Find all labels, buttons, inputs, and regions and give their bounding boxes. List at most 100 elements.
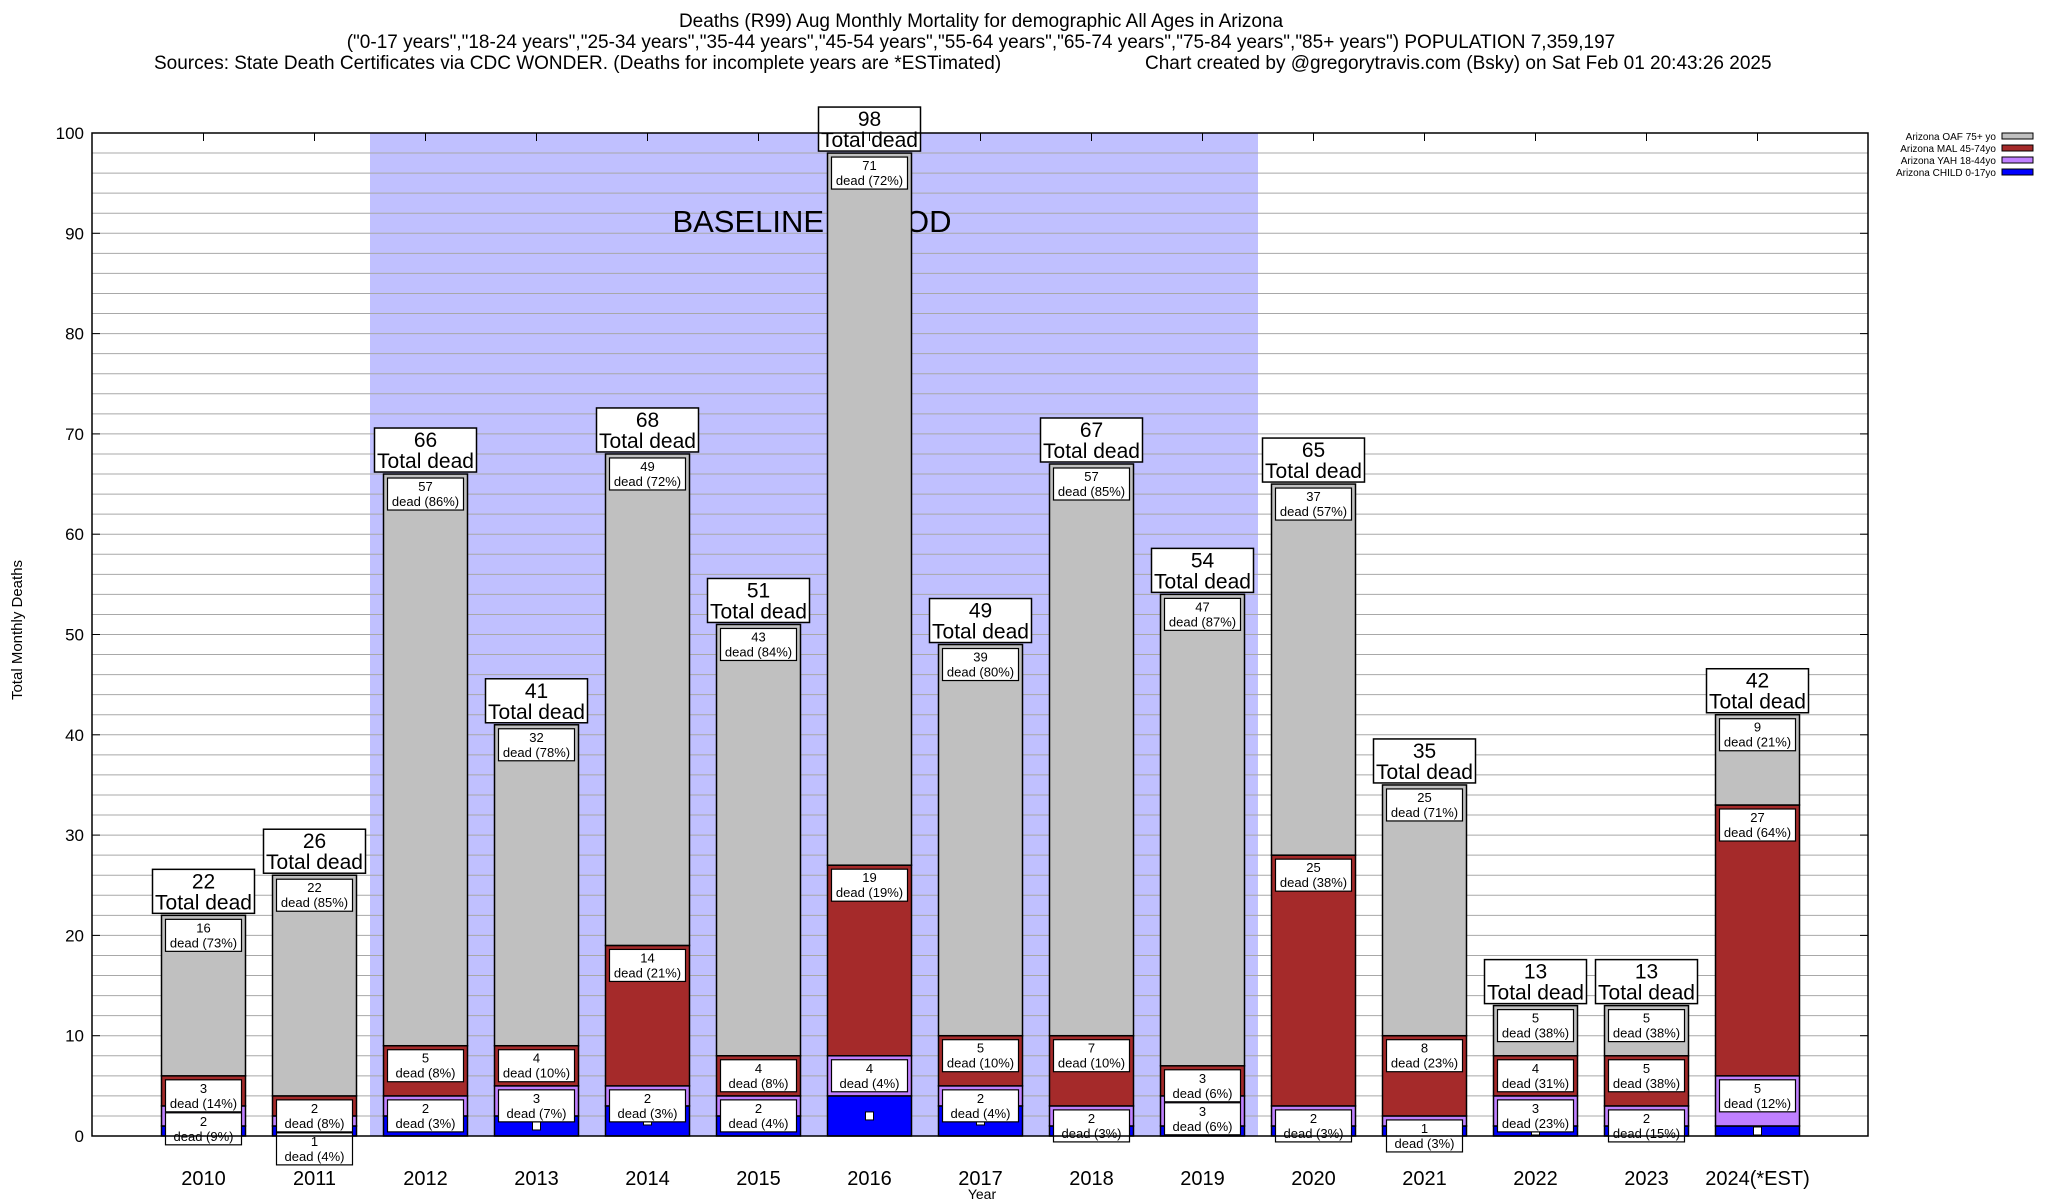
total-label-box	[817, 106, 922, 152]
segment-value-label: 1	[311, 1134, 318, 1149]
total-value-label: 51	[747, 579, 770, 602]
segment-pct-label: dead (3%)	[396, 1116, 456, 1131]
total-dead-label: Total dead	[488, 701, 585, 724]
segment-value-label: 2	[200, 1114, 207, 1129]
segment-label-box	[1718, 808, 1797, 842]
x-tick-label: 2010	[181, 1168, 226, 1190]
segment-label-box	[1385, 1039, 1464, 1073]
total-label-box	[928, 597, 1033, 644]
segment-label-box	[1163, 1102, 1242, 1136]
segment-value-label: 5	[1754, 1081, 1761, 1096]
total-label-box	[1372, 738, 1477, 784]
total-dead-label: Total dead	[1598, 982, 1695, 1005]
segment-label-box	[1607, 1059, 1686, 1093]
segment-pct-label: dead (15%)	[1613, 1126, 1680, 1141]
bar-segment-arizona-oaf-75-yo	[382, 473, 469, 1047]
bar-segment-arizona-oaf-75-yo	[715, 623, 802, 1057]
total-value-label: 42	[1746, 670, 1769, 693]
segment-value-label: 43	[751, 629, 765, 644]
x-tick-label: 2014	[625, 1168, 670, 1190]
legend-swatch	[2001, 144, 2034, 152]
segment-label-box	[386, 477, 465, 511]
segment-label-box	[275, 1099, 354, 1133]
legend-label: Arizona YAH 18-44yo	[1901, 156, 1997, 167]
segment-pct-label: dead (85%)	[1058, 484, 1125, 499]
segment-pct-label: dead (78%)	[503, 745, 570, 760]
y-tick-label: 30	[65, 826, 84, 845]
total-value-label: 54	[1191, 549, 1215, 572]
segment-label-box	[719, 627, 798, 662]
segment-value-label: 2	[1310, 1111, 1317, 1126]
total-dead-label: Total dead	[1154, 570, 1251, 593]
total-value-label: 35	[1413, 740, 1436, 763]
segment-pct-label: dead (38%)	[1613, 1076, 1680, 1091]
segment-pct-label: dead (80%)	[947, 665, 1014, 680]
segment-label-box	[1718, 718, 1797, 752]
segment-value-label: 71	[862, 158, 876, 173]
segment-label-box	[1385, 788, 1464, 822]
bar-segment-arizona-oaf-75-yo	[1270, 483, 1357, 856]
segment-pct-label: dead (21%)	[614, 965, 681, 980]
segment-value-label: 25	[1417, 790, 1431, 805]
segment-value-label: 2	[422, 1101, 429, 1116]
total-value-label: 26	[303, 830, 326, 853]
bar-segment-arizona-mal-45-74yo	[1714, 804, 1801, 1077]
segment-label-box	[608, 948, 687, 983]
x-tick-label: 2011	[293, 1168, 336, 1190]
segment-pct-label: dead (23%)	[1391, 1056, 1458, 1071]
x-tick-label: 2018	[1069, 1168, 1114, 1190]
segment-label-box	[941, 1039, 1020, 1073]
segment-label-box	[941, 1089, 1020, 1123]
segment-value-label: 4	[1532, 1061, 1539, 1076]
total-label-box	[151, 868, 256, 915]
segment-value-label: 4	[755, 1061, 762, 1076]
legend-swatch	[2001, 156, 2034, 164]
segment-value-label: 37	[1306, 489, 1320, 504]
x-tick-label: 2012	[403, 1168, 448, 1190]
segment-label-box	[830, 156, 909, 190]
segment-value-label: 3	[1532, 1101, 1539, 1116]
bar-segment-arizona-oaf-75-yo	[1048, 463, 1135, 1037]
x-tick-label: 2024(*EST)	[1705, 1168, 1810, 1190]
segment-pct-label: dead (10%)	[947, 1056, 1014, 1071]
child-label-box	[1753, 1126, 1762, 1136]
y-tick-label: 80	[65, 325, 84, 344]
total-dead-label: Total dead	[599, 430, 696, 453]
segment-label-box	[719, 1059, 798, 1093]
segment-pct-label: dead (57%)	[1280, 504, 1347, 519]
total-value-label: 41	[525, 680, 548, 703]
segment-value-label: 2	[644, 1091, 651, 1106]
segment-label-box	[1496, 1099, 1575, 1133]
chart-sources: Sources: State Death Certificates via CD…	[154, 53, 1002, 74]
segment-value-label: 2	[755, 1101, 762, 1116]
segment-value-label: 2	[977, 1091, 984, 1106]
segment-value-label: 7	[1088, 1041, 1095, 1056]
segment-value-label: 4	[533, 1051, 540, 1066]
segment-pct-label: dead (10%)	[503, 1066, 570, 1081]
bar-segment-arizona-mal-45-74yo	[1270, 854, 1357, 1107]
segment-label-box	[164, 918, 243, 952]
y-tick-label: 70	[65, 425, 84, 444]
total-label-box	[1594, 958, 1699, 1005]
segment-label-box	[1163, 1069, 1242, 1103]
total-value-label: 66	[414, 429, 437, 452]
total-dead-label: Total dead	[710, 600, 807, 623]
total-value-label: 68	[636, 409, 659, 432]
x-tick-label: 2015	[736, 1168, 781, 1190]
legend-swatch	[2001, 168, 2034, 176]
total-dead-label: Total dead	[1376, 761, 1473, 784]
segment-label-box	[1607, 1009, 1686, 1043]
y-tick-label: 20	[65, 926, 84, 945]
segment-value-label: 57	[1084, 469, 1098, 484]
total-label-box	[706, 577, 811, 624]
segment-pct-label: dead (86%)	[392, 494, 459, 509]
segment-pct-label: dead (14%)	[170, 1096, 237, 1111]
y-tick-label: 50	[65, 626, 84, 645]
segment-pct-label: dead (71%)	[1391, 805, 1458, 820]
segment-pct-label: dead (8%)	[729, 1076, 789, 1091]
segment-label-box	[830, 868, 909, 902]
total-label-box	[1150, 547, 1255, 594]
segment-label-box	[1496, 1059, 1575, 1093]
segment-label-box	[275, 878, 354, 912]
y-tick-label: 0	[75, 1127, 84, 1146]
